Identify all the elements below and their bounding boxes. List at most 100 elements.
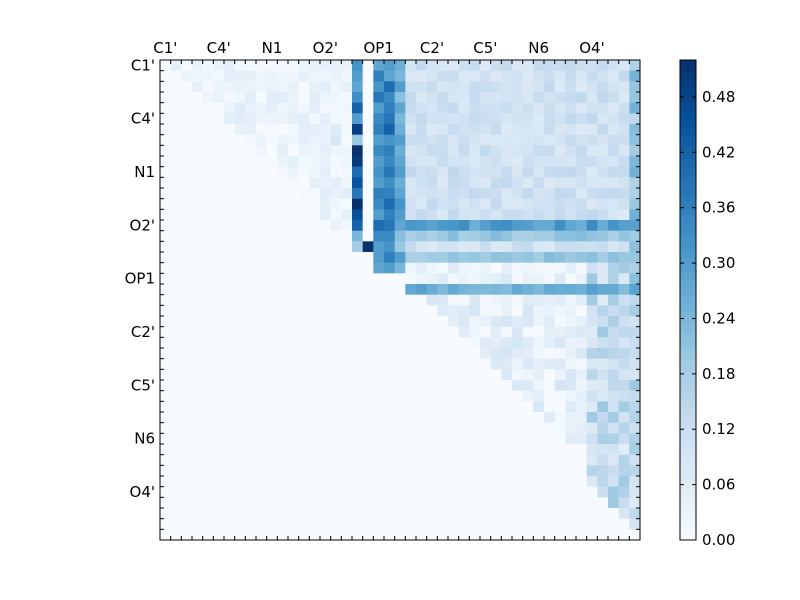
heatmap-cell xyxy=(480,81,492,93)
heatmap-cell xyxy=(277,518,289,530)
heatmap-cell xyxy=(330,486,342,498)
heatmap-cell xyxy=(501,454,513,466)
heatmap-cell xyxy=(544,508,556,520)
heatmap-cell xyxy=(224,305,236,317)
heatmap-cell xyxy=(320,305,332,317)
heatmap-cell xyxy=(437,326,449,338)
heatmap-cell xyxy=(608,465,620,477)
heatmap-cell xyxy=(480,337,492,349)
heatmap-cell xyxy=(533,166,545,178)
heatmap-cell xyxy=(256,284,268,296)
heatmap-cell xyxy=(490,209,502,221)
heatmap-cell xyxy=(426,198,438,210)
heatmap-cell xyxy=(320,433,332,445)
heatmap-cell xyxy=(362,198,374,210)
heatmap-cell xyxy=(426,486,438,498)
heatmap-cell xyxy=(437,166,449,178)
heatmap-cell xyxy=(277,273,289,285)
heatmap-cell xyxy=(266,60,278,72)
heatmap-cell xyxy=(288,198,300,210)
heatmap-cell xyxy=(458,476,470,488)
heatmap-cell xyxy=(405,518,417,530)
heatmap-cell xyxy=(256,518,268,530)
heatmap-cell xyxy=(384,508,396,520)
heatmap-cell xyxy=(522,60,534,72)
heatmap-cell xyxy=(384,230,396,242)
heatmap-cell xyxy=(522,209,534,221)
heatmap-cell xyxy=(533,60,545,72)
heatmap-cell xyxy=(266,113,278,125)
heatmap-cell xyxy=(405,220,417,232)
heatmap-cell xyxy=(554,124,566,136)
heatmap-cell xyxy=(448,390,460,402)
heatmap-cell xyxy=(213,433,225,445)
heatmap-cell xyxy=(277,113,289,125)
heatmap-cell xyxy=(565,60,577,72)
heatmap-cell xyxy=(394,294,406,306)
heatmap-cell xyxy=(309,486,321,498)
heatmap-cell xyxy=(362,60,374,72)
heatmap-cell xyxy=(181,156,193,168)
heatmap-cell xyxy=(469,444,481,456)
heatmap-cell xyxy=(192,241,204,253)
heatmap-cell xyxy=(362,113,374,125)
heatmap-cell xyxy=(629,209,641,221)
heatmap-cell xyxy=(170,198,182,210)
heatmap-cell xyxy=(597,273,609,285)
heatmap-cell xyxy=(298,241,310,253)
heatmap-cell xyxy=(416,262,428,274)
heatmap-cell xyxy=(192,134,204,146)
heatmap-cell xyxy=(437,220,449,232)
heatmap-cell xyxy=(298,70,310,82)
heatmap-cell xyxy=(618,444,630,456)
heatmap-cell xyxy=(266,188,278,200)
heatmap-cell xyxy=(458,380,470,392)
heatmap-cell xyxy=(629,390,641,402)
heatmap-cell xyxy=(330,102,342,114)
heatmap-cell xyxy=(480,60,492,72)
heatmap-cell xyxy=(618,380,630,392)
heatmap-cell xyxy=(202,476,214,488)
heatmap-cell xyxy=(170,454,182,466)
heatmap-cell xyxy=(266,252,278,264)
heatmap-cell xyxy=(405,230,417,242)
heatmap-cell xyxy=(341,348,353,360)
heatmap-cell xyxy=(266,70,278,82)
colorbar-tick-label: 0.42 xyxy=(702,143,735,161)
heatmap-cell xyxy=(202,401,214,413)
heatmap-cell xyxy=(288,518,300,530)
heatmap-cell xyxy=(352,273,364,285)
heatmap-cell xyxy=(224,316,236,328)
heatmap-cell xyxy=(544,70,556,82)
heatmap-cell xyxy=(277,102,289,114)
heatmap-cell xyxy=(490,348,502,360)
heatmap-cell xyxy=(373,401,385,413)
heatmap-cell xyxy=(490,294,502,306)
heatmap-cell xyxy=(213,220,225,232)
heatmap-cell xyxy=(234,113,246,125)
heatmap-cell xyxy=(448,380,460,392)
heatmap-cell xyxy=(416,113,428,125)
heatmap-cell xyxy=(288,134,300,146)
heatmap-cell xyxy=(202,454,214,466)
heatmap-cell xyxy=(490,81,502,93)
heatmap-cell xyxy=(298,124,310,136)
heatmap-cell xyxy=(533,369,545,381)
heatmap-cell xyxy=(352,465,364,477)
heatmap-cell xyxy=(608,390,620,402)
heatmap-cell xyxy=(469,134,481,146)
heatmap-cell xyxy=(629,465,641,477)
heatmap-cell xyxy=(597,326,609,338)
heatmap-cell xyxy=(160,230,172,242)
heatmap-cell xyxy=(298,465,310,477)
heatmap-cell xyxy=(586,326,598,338)
heatmap-cell xyxy=(597,60,609,72)
heatmap-cell xyxy=(309,380,321,392)
heatmap-cell xyxy=(416,465,428,477)
heatmap-cell xyxy=(224,113,236,125)
heatmap-cell xyxy=(330,252,342,264)
heatmap-cell xyxy=(288,166,300,178)
heatmap-cell xyxy=(501,70,513,82)
heatmap-cell xyxy=(586,113,598,125)
heatmap-cell xyxy=(245,262,257,274)
